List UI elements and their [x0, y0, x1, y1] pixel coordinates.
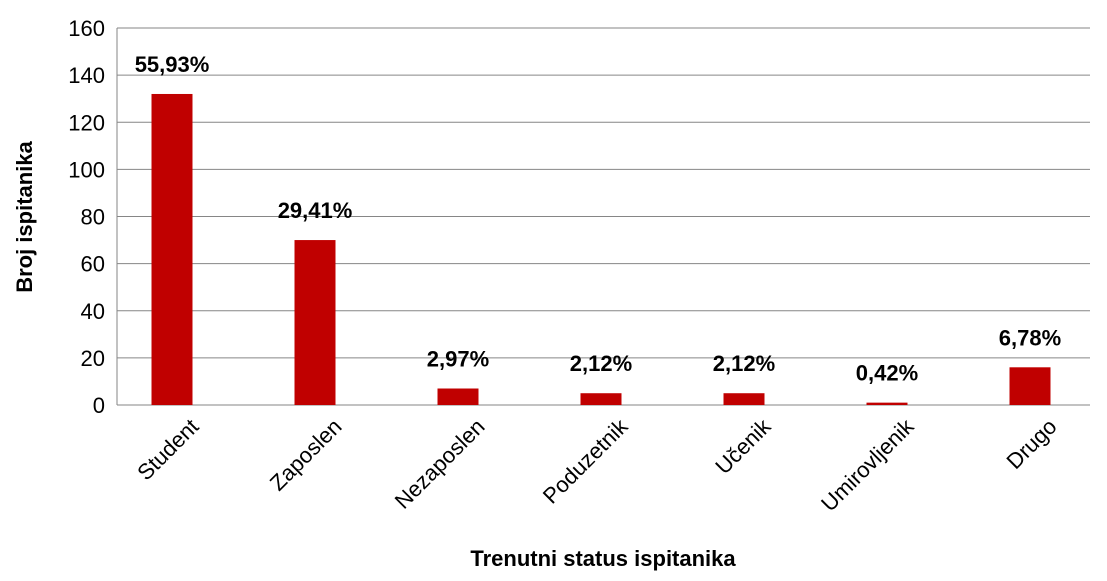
x-tick-label: Nezaposlen: [390, 414, 490, 514]
bar: [723, 393, 765, 405]
bar: [1009, 367, 1051, 405]
bar: [151, 93, 193, 405]
data-label: 0,42%: [856, 361, 918, 386]
data-label: 2,12%: [713, 351, 775, 376]
data-label: 2,12%: [570, 351, 632, 376]
data-label: 55,93%: [135, 52, 210, 77]
x-tick-label: Učenik: [710, 413, 776, 479]
y-tick-label: 80: [81, 205, 105, 230]
data-label: 2,97%: [427, 347, 489, 372]
bar: [866, 402, 908, 405]
x-tick-label: Drugo: [1001, 414, 1061, 474]
x-tick-label: Umirovljenik: [816, 413, 919, 516]
y-tick-label: 160: [68, 16, 105, 41]
bar: [437, 388, 479, 405]
x-tick-label: Poduzetnik: [538, 413, 633, 508]
y-tick-label: 40: [81, 299, 105, 324]
y-tick-label: 120: [68, 110, 105, 135]
x-tick-label: Zaposlen: [265, 414, 347, 496]
data-label: 6,78%: [999, 325, 1061, 350]
bar: [580, 393, 622, 405]
y-tick-label: 0: [93, 393, 105, 418]
bar: [294, 240, 336, 405]
y-axis-title: Broj ispitanika: [12, 140, 37, 292]
y-tick-label: 100: [68, 157, 105, 182]
x-axis-title: Trenutni status ispitanika: [470, 546, 736, 571]
y-tick-label: 140: [68, 63, 105, 88]
y-tick-label: 60: [81, 252, 105, 277]
x-tick-label: Student: [132, 414, 203, 485]
data-label: 29,41%: [278, 198, 353, 223]
y-tick-label: 20: [81, 346, 105, 371]
